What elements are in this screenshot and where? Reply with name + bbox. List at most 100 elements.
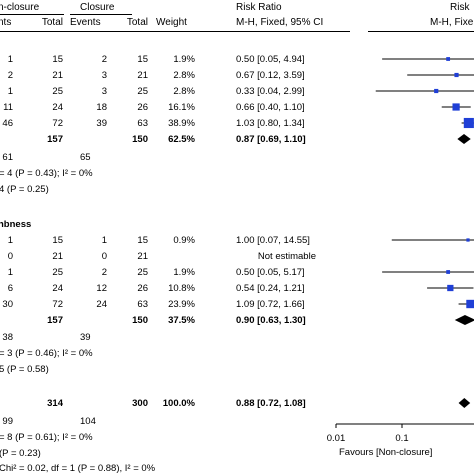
weight-cell: 2.8% [173,86,195,97]
total1-cell: 25 [52,86,63,97]
axis-tick-label: 0.01 [327,433,346,444]
total1-cell: 15 [52,54,63,65]
total-rr: 0.88 [0.72, 1.08] [236,398,306,409]
subtotal-total2: 150 [132,315,148,326]
subgroup-title: hbness [0,219,32,230]
subtotal-events1: 38 [2,332,13,343]
total1-cell: 21 [52,70,63,81]
weight-cell: 1.9% [173,54,195,65]
subtotal-rr: 0.90 [0.63, 1.30] [236,315,306,326]
total1-cell: 72 [52,299,63,310]
heterogeneity-text: = 4 (P = 0.43); I² = 0% [0,168,93,179]
rr-cell: 1.09 [0.72, 1.66] [236,299,305,310]
events1-cell: 11 [3,102,13,113]
total-events2: 104 [80,416,96,427]
total2-cell: 26 [137,283,148,294]
plot-method: M-H, Fixe [430,17,474,28]
header-rule-group1 [0,14,64,15]
weight-cell: 38.9% [168,118,195,129]
events1-cell: 6 [7,283,13,294]
axis-tick-label: 0.1 [395,433,408,444]
study-point [447,284,454,292]
rr-cell: 0.54 [0.24, 1.21] [236,283,305,294]
events2-cell: 12 [96,283,107,294]
study-point [466,238,470,242]
overall-effect-text: 4 (P = 0.25) [0,184,49,195]
total2-cell: 15 [137,235,148,246]
favours-label: Favours [Non-closure] [339,447,432,458]
events2-cell: 0 [101,251,107,262]
subtotal-weight: 37.5% [168,315,195,326]
study-point [446,57,451,61]
events2-cell: 2 [101,54,107,65]
weight-cell: 0.9% [173,235,195,246]
total1-cell: 21 [52,251,63,262]
weight-cell: 16.1% [168,102,195,113]
subtotal-diamond [457,134,471,144]
total-total2: 300 [132,398,148,409]
subtotal-events2: 39 [80,332,91,343]
events1-cell: 0 [7,251,13,262]
header-bottom-rule [0,31,350,32]
total-weight: 100.0% [162,398,195,409]
col-total1: Total [41,17,63,28]
events1-cell: 1 [7,267,13,278]
total-heterogeneity: = 8 (P = 0.61); I² = 0% [0,432,93,443]
total2-cell: 63 [137,118,148,129]
events2-cell: 2 [101,267,107,278]
group1-title: n-closure [0,2,40,13]
total2-cell: 25 [137,267,148,278]
events1-cell: 2 [7,70,13,81]
events2-cell: 39 [96,118,107,129]
weight-cell: 23.9% [168,299,195,310]
header-rule-group2 [70,14,132,15]
subgroup-difference: Chi² = 0.02, df = 1 (P = 0.88), I² = 0% [0,463,156,474]
rr-cell: 1.03 [0.80, 1.34] [236,118,305,129]
weight-cell: 2.8% [173,70,195,81]
subtotal-weight: 62.5% [168,134,195,145]
rr-cell: 0.50 [0.05, 5.17] [236,267,305,278]
total2-cell: 15 [137,54,148,65]
group2-title: Closure [80,2,115,13]
col-events1: nts [0,17,12,28]
rr-cell: 1.00 [0.07, 14.55] [236,235,310,246]
rr-cell: 0.67 [0.12, 3.59] [236,70,305,81]
study-point [446,270,451,274]
weight-cell: 1.9% [173,267,195,278]
subtotal-total2: 150 [132,134,148,145]
total1-cell: 24 [52,102,63,113]
total2-cell: 25 [137,86,148,97]
subtotal-total1: 157 [47,134,63,145]
study-point [463,117,474,129]
events1-cell: 46 [2,118,13,129]
subtotal-total1: 157 [47,315,63,326]
total-overall-effect: (P = 0.23) [0,448,41,459]
plot-header-rule [368,31,474,32]
events2-cell: 24 [96,299,107,310]
total2-cell: 26 [137,102,148,113]
effect-title: Risk Ratio [236,2,282,13]
events1-cell: 1 [7,54,13,65]
total1-cell: 72 [52,118,63,129]
total1-cell: 25 [52,267,63,278]
col-total2: Total [126,17,148,28]
events1-cell: 30 [2,299,13,310]
heterogeneity-text: = 3 (P = 0.46); I² = 0% [0,348,93,359]
total1-cell: 24 [52,283,63,294]
study-point [454,72,459,78]
study-point [452,103,460,111]
subtotal-events2: 65 [80,152,91,163]
col-weight: Weight [156,17,187,28]
overall-diamond [458,398,471,408]
total1-cell: 15 [52,235,63,246]
rr-cell: Not estimable [257,251,316,262]
rr-cell: 0.50 [0.05, 4.94] [236,54,305,65]
subtotal-diamond [454,315,474,325]
study-point [466,299,474,309]
weight-cell: 10.8% [168,283,195,294]
total2-cell: 63 [137,299,148,310]
plot-title: Risk [450,2,470,13]
total-events1: 99 [2,416,13,427]
events2-cell: 1 [101,235,107,246]
